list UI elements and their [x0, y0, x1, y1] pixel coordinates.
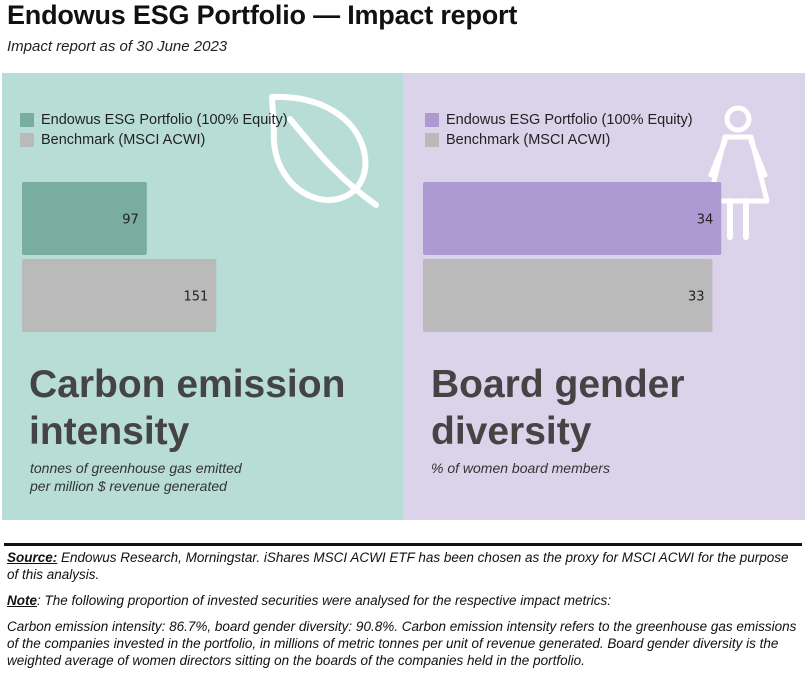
carbon-bar-label-portfolio: 97 — [122, 213, 139, 228]
note-label: Note — [7, 593, 37, 608]
gender-bar-portfolio — [423, 182, 722, 255]
leaf-icon — [264, 89, 384, 218]
page-title: Endowus ESG Portfolio — Impact report — [7, 0, 518, 30]
carbon-bar-portfolio — [22, 182, 147, 255]
footer-divider — [4, 543, 802, 546]
detail-paragraph: Carbon emission intensity: 86.7%, board … — [7, 619, 797, 668]
legend-swatch-portfolio — [425, 113, 439, 127]
source-note: Source: Endowus Research, Morningstar. i… — [7, 549, 799, 583]
legend-swatch-benchmark — [425, 133, 439, 147]
legend-item-portfolio: Endowus ESG Portfolio (100% Equity) — [20, 110, 288, 130]
gender-caption-line-1: % of women board members — [431, 460, 610, 476]
carbon-legend: Endowus ESG Portfolio (100% Equity) Benc… — [20, 110, 288, 150]
legend-swatch-benchmark — [20, 133, 34, 147]
legend-label-portfolio: Endowus ESG Portfolio (100% Equity) — [446, 112, 693, 128]
carbon-bar-chart: 97 151 — [22, 182, 217, 332]
legend-label-benchmark: Benchmark (MSCI ACWI) — [446, 132, 611, 148]
carbon-metric-caption: tonnes of greenhouse gas emitted per mil… — [30, 459, 290, 495]
legend-item-benchmark: Benchmark (MSCI ACWI) — [20, 130, 288, 150]
carbon-bar-benchmark — [22, 259, 217, 332]
gender-bar-chart: 34 33 — [423, 182, 722, 332]
carbon-bar-label-benchmark: 151 — [183, 290, 208, 305]
source-label: Source: — [7, 550, 58, 565]
source-text: Endowus Research, Morningstar. iShares M… — [7, 550, 789, 582]
page-subtitle: Impact report as of 30 June 2023 — [7, 38, 228, 55]
legend-label-portfolio: Endowus ESG Portfolio (100% Equity) — [41, 112, 288, 128]
carbon-metric-title: Carbon emission intensity — [29, 363, 346, 453]
carbon-emission-panel: Endowus ESG Portfolio (100% Equity) Benc… — [2, 73, 403, 520]
footer-notes: Source: Endowus Research, Morningstar. i… — [7, 549, 799, 678]
gender-bar-label-benchmark: 33 — [688, 290, 705, 305]
legend-swatch-portfolio — [20, 113, 34, 127]
legend-item-portfolio: Endowus ESG Portfolio (100% Equity) — [425, 110, 693, 130]
gender-metric-title: Board gender diversity — [431, 363, 685, 453]
note-text: : The following proportion of invested s… — [37, 593, 612, 608]
legend-label-benchmark: Benchmark (MSCI ACWI) — [41, 132, 206, 148]
gender-bar-benchmark — [423, 259, 713, 332]
legend-item-benchmark: Benchmark (MSCI ACWI) — [425, 130, 693, 150]
note-paragraph: Note: The following proportion of invest… — [7, 592, 799, 609]
woman-icon — [705, 103, 771, 248]
carbon-caption-line-1: tonnes of greenhouse gas emitted — [30, 460, 242, 476]
gender-legend: Endowus ESG Portfolio (100% Equity) Benc… — [425, 110, 693, 150]
gender-metric-caption: % of women board members — [431, 459, 691, 477]
gender-diversity-panel: Endowus ESG Portfolio (100% Equity) Benc… — [403, 73, 805, 520]
gender-bar-label-portfolio: 34 — [697, 213, 714, 228]
carbon-caption-line-2: per million $ revenue generated — [30, 478, 227, 494]
